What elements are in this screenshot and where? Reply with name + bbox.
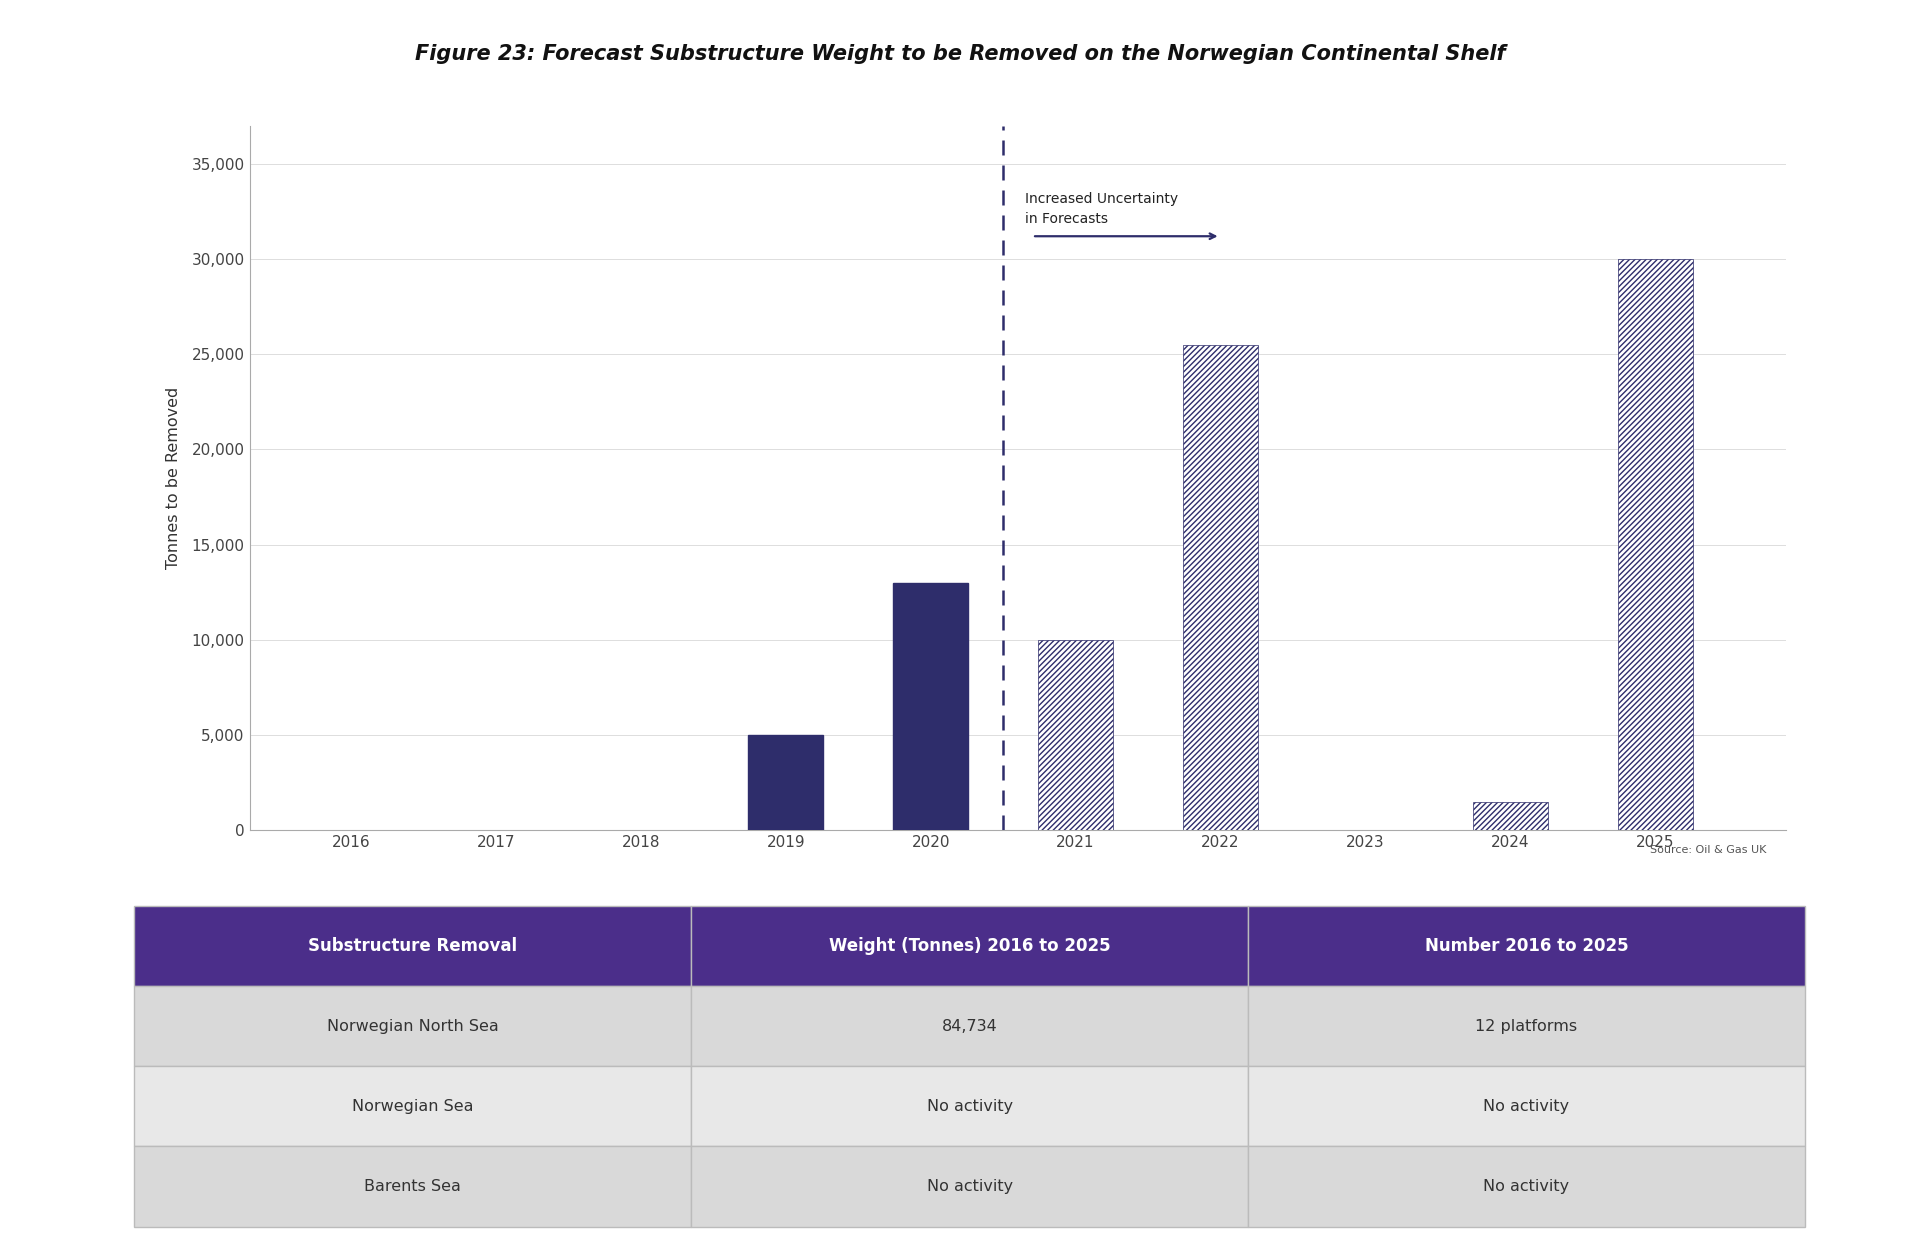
Bar: [893, 582, 968, 830]
Text: Norwegian North Sea: Norwegian North Sea: [326, 1019, 499, 1034]
Text: Figure 23: Forecast Substructure Weight to be Removed on the Norwegian Continent: Figure 23: Forecast Substructure Weight …: [415, 44, 1505, 64]
Bar: [1183, 345, 1258, 830]
Text: Increased Uncertainty
in Forecasts: Increased Uncertainty in Forecasts: [1025, 192, 1179, 226]
Bar: [1617, 259, 1693, 830]
Bar: [1039, 640, 1114, 830]
Text: Substructure Removal: Substructure Removal: [309, 937, 516, 955]
Text: Weight (Tonnes) 2016 to 2025: Weight (Tonnes) 2016 to 2025: [829, 937, 1110, 955]
Text: No activity: No activity: [927, 1098, 1012, 1113]
Text: 12 platforms: 12 platforms: [1475, 1019, 1578, 1034]
Text: Norwegian Sea: Norwegian Sea: [351, 1098, 474, 1113]
Text: 84,734: 84,734: [941, 1019, 998, 1034]
Text: No activity: No activity: [1484, 1179, 1569, 1194]
Text: Number 2016 to 2025: Number 2016 to 2025: [1425, 937, 1628, 955]
Y-axis label: Tonnes to be Removed: Tonnes to be Removed: [165, 387, 180, 569]
Text: No activity: No activity: [1484, 1098, 1569, 1113]
Bar: [1473, 801, 1548, 830]
Text: No activity: No activity: [927, 1179, 1012, 1194]
Bar: [749, 735, 824, 830]
Text: Source: Oil & Gas UK: Source: Oil & Gas UK: [1649, 845, 1766, 855]
Text: Barents Sea: Barents Sea: [365, 1179, 461, 1194]
